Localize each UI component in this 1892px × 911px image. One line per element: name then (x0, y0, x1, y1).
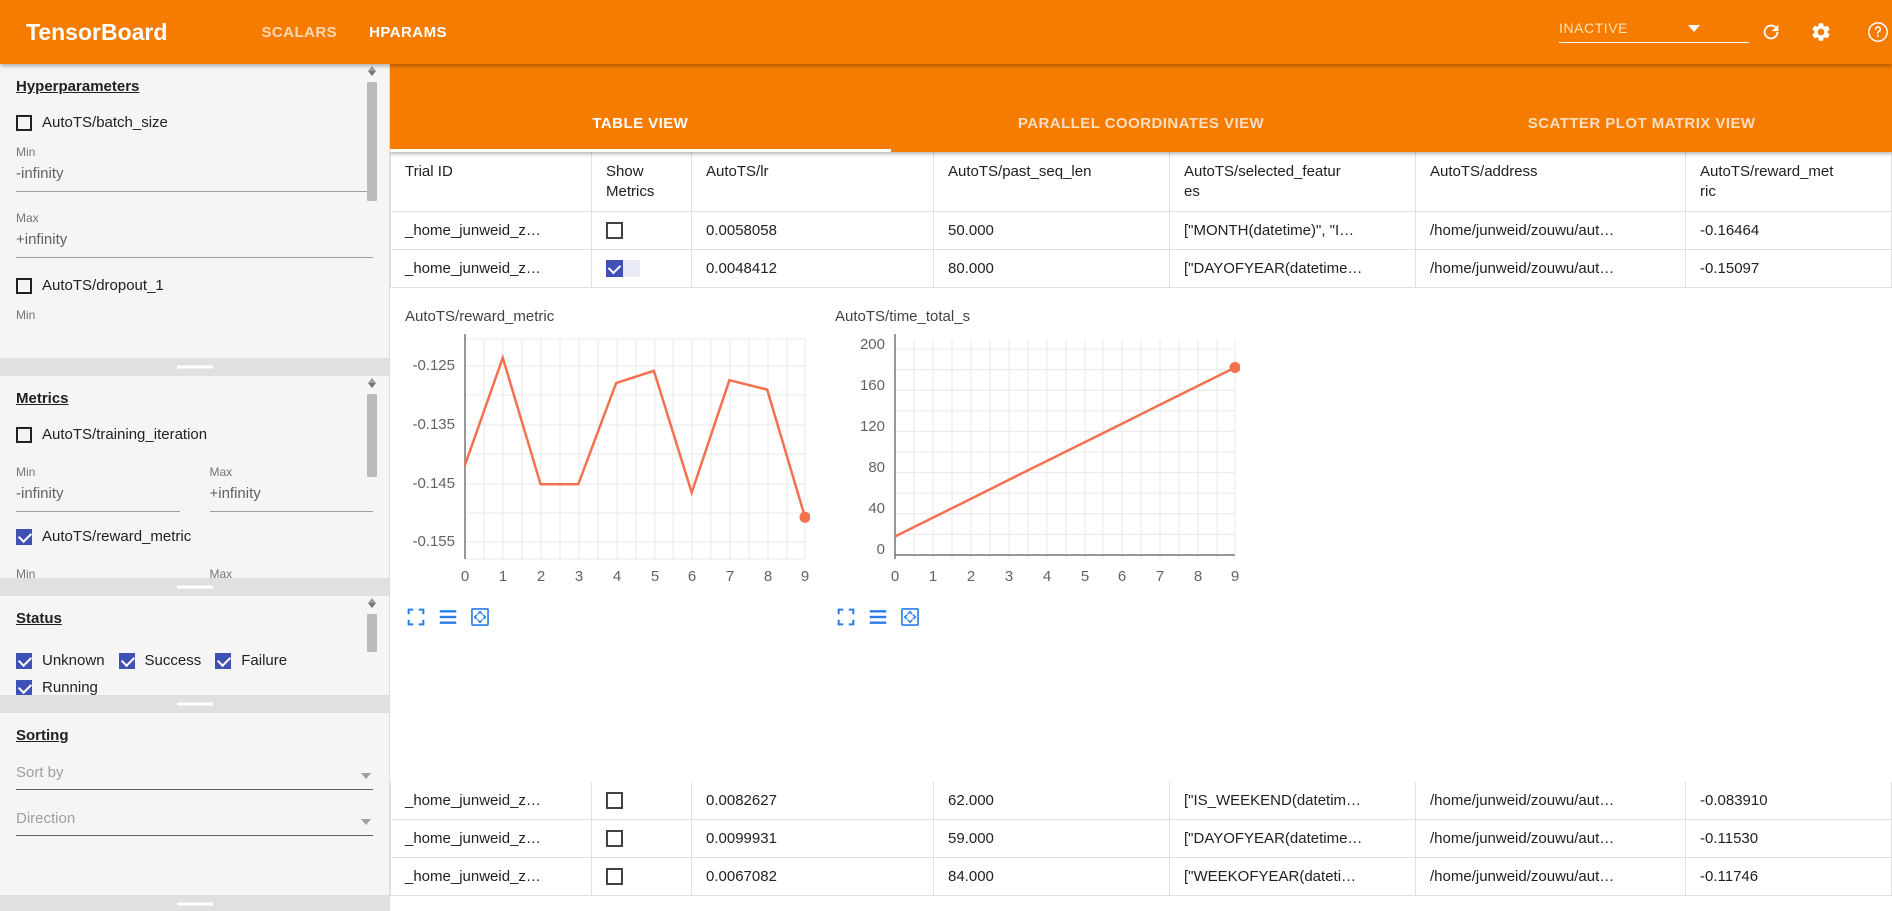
svg-text:120: 120 (860, 418, 885, 435)
svg-text:8: 8 (1194, 568, 1202, 585)
svg-text:7: 7 (726, 568, 734, 585)
svg-text:160: 160 (860, 377, 885, 394)
svg-text:9: 9 (801, 568, 809, 585)
svg-text:6: 6 (1118, 568, 1126, 585)
svg-text:0: 0 (891, 568, 899, 585)
svg-text:4: 4 (613, 568, 621, 585)
svg-text:1: 1 (499, 568, 507, 585)
svg-text:8: 8 (764, 568, 772, 585)
svg-text:4: 4 (1043, 568, 1051, 585)
svg-text:-0.135: -0.135 (412, 416, 455, 433)
svg-text:9: 9 (1231, 568, 1239, 585)
svg-text:3: 3 (575, 568, 583, 585)
svg-text:6: 6 (688, 568, 696, 585)
svg-text:0: 0 (877, 541, 885, 558)
svg-text:-0.125: -0.125 (412, 357, 455, 374)
svg-text:0: 0 (461, 568, 469, 585)
svg-text:-0.155: -0.155 (412, 533, 455, 550)
svg-text:2: 2 (537, 568, 545, 585)
svg-text:3: 3 (1005, 568, 1013, 585)
svg-text:80: 80 (868, 459, 885, 476)
svg-text:-0.145: -0.145 (412, 475, 455, 492)
svg-text:2: 2 (967, 568, 975, 585)
svg-text:5: 5 (1081, 568, 1089, 585)
svg-text:5: 5 (651, 568, 659, 585)
svg-text:200: 200 (860, 336, 885, 353)
svg-text:1: 1 (929, 568, 937, 585)
svg-text:40: 40 (868, 500, 885, 517)
svg-text:7: 7 (1156, 568, 1164, 585)
